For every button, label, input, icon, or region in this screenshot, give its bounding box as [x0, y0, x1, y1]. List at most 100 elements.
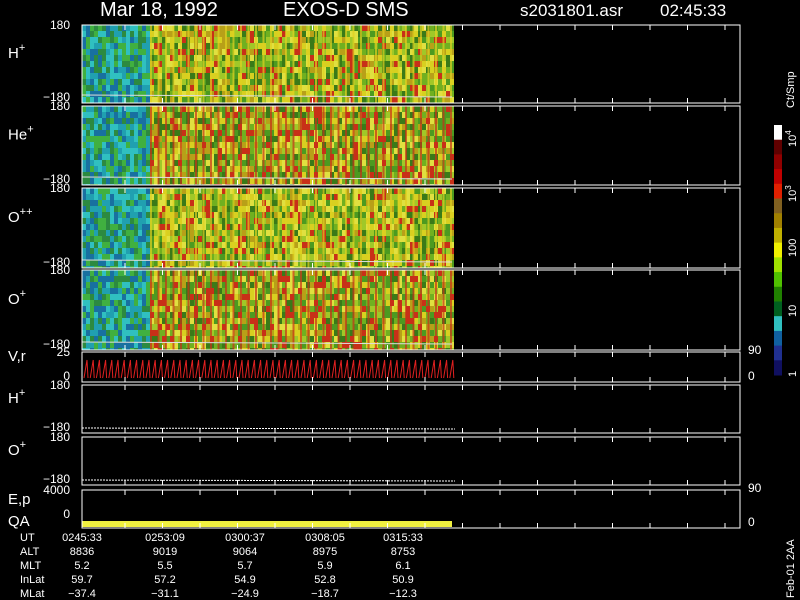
- spectrogram-cell: [258, 118, 262, 124]
- spectrogram-cell: [362, 160, 366, 166]
- spectrogram-cell: [370, 154, 374, 160]
- spectrogram-cell: [346, 97, 350, 103]
- spectrogram-cell: [222, 212, 226, 218]
- spectrogram-cell: [146, 55, 150, 61]
- spectrogram-cell: [338, 61, 342, 67]
- spectrogram-cell: [222, 330, 226, 336]
- spectrogram-cell: [230, 97, 234, 103]
- spectrogram-cell: [250, 276, 254, 282]
- spectrogram-cell: [446, 49, 450, 55]
- spectrogram-cell: [146, 166, 150, 172]
- spectrogram-cell: [402, 248, 406, 254]
- spectrogram-cell: [90, 336, 94, 342]
- spectrogram-cell: [214, 124, 218, 130]
- spectrogram-cell: [82, 254, 86, 260]
- spectrogram-cell: [402, 172, 406, 178]
- spectrogram-cell: [430, 242, 434, 248]
- spectrogram-cell: [86, 166, 90, 172]
- spectrogram-cell: [258, 336, 262, 342]
- spectrogram-cell: [378, 200, 382, 206]
- spectrogram-cell: [206, 172, 210, 178]
- spectrogram-cell: [430, 160, 434, 166]
- spectrogram-cell: [234, 136, 238, 142]
- spectrogram-cell: [106, 248, 110, 254]
- spectrogram-cell: [438, 67, 442, 73]
- spectrogram-cell: [338, 270, 342, 276]
- spectrogram-cell: [82, 218, 86, 224]
- spectrogram-cell: [334, 118, 338, 124]
- spectrogram-cell: [226, 248, 230, 254]
- spectrogram-cell: [354, 218, 358, 224]
- spectrogram-cell: [266, 118, 270, 124]
- spectrogram-cell: [222, 118, 226, 124]
- spectrogram-cell: [218, 242, 222, 248]
- spectrogram-cell: [346, 306, 350, 312]
- spectrogram-cell: [290, 312, 294, 318]
- spectrogram-cell: [362, 194, 366, 200]
- spectrogram-cell: [158, 288, 162, 294]
- spectrogram-cell: [218, 112, 222, 118]
- spectrogram-cell: [302, 25, 306, 31]
- spectrogram-cell: [318, 43, 322, 49]
- spectrogram-stripe: [345, 106, 347, 185]
- spectrogram-cell: [218, 348, 222, 350]
- spectrogram-cell: [266, 288, 270, 294]
- spectrogram-cell: [342, 148, 346, 154]
- spectrogram-cell: [110, 43, 114, 49]
- spectrogram-cell: [266, 37, 270, 43]
- spectrogram-cell: [334, 124, 338, 130]
- spectrogram-cell: [302, 318, 306, 324]
- spectrogram-cell: [214, 266, 218, 268]
- spectrogram-cell: [130, 154, 134, 160]
- spectrogram-cell: [190, 212, 194, 218]
- spectrogram-cell: [354, 206, 358, 212]
- spectrogram-cell: [346, 254, 350, 260]
- spectrogram-cell: [338, 130, 342, 136]
- spectrogram-cell: [190, 236, 194, 242]
- spectrogram-cell: [302, 49, 306, 55]
- spectrogram-cell: [82, 230, 86, 236]
- spectrogram-cell: [154, 294, 158, 300]
- spectrogram-cell: [346, 276, 350, 282]
- spectrogram-cell: [106, 43, 110, 49]
- spectrogram-cell: [386, 194, 390, 200]
- spectrogram-cell: [174, 49, 178, 55]
- spectrogram-cell: [446, 230, 450, 236]
- spectrogram-cell: [182, 106, 186, 112]
- spectrogram-cell: [302, 312, 306, 318]
- spectrogram-cell: [266, 312, 270, 318]
- spectrogram-cell: [146, 178, 150, 184]
- spectrogram-cell: [286, 172, 290, 178]
- spectrogram-cell: [190, 276, 194, 282]
- spectrogram-cell: [302, 348, 306, 350]
- spectrogram-cell: [410, 118, 414, 124]
- spectrogram-cell: [290, 200, 294, 206]
- spectrogram-cell: [350, 236, 354, 242]
- spectrogram-cell: [218, 194, 222, 200]
- spectrogram-cell: [430, 194, 434, 200]
- spectrogram-cell: [290, 254, 294, 260]
- spectrogram-cell: [90, 172, 94, 178]
- spectrogram-cell: [94, 37, 98, 43]
- spectrogram-cell: [342, 324, 346, 330]
- spectrogram-cell: [174, 61, 178, 67]
- spectrogram-cell: [294, 294, 298, 300]
- spectrogram-cell: [266, 242, 270, 248]
- spectrogram-cell: [362, 37, 366, 43]
- spectrogram-cell: [146, 294, 150, 300]
- spectrogram-cell: [362, 79, 366, 85]
- spectrogram-cell: [174, 67, 178, 73]
- spectrogram-cell: [182, 31, 186, 37]
- spectrogram-cell: [286, 342, 290, 348]
- spectrogram-cell: [342, 61, 346, 67]
- spectrogram-cell: [282, 312, 286, 318]
- spectrogram-cell: [214, 212, 218, 218]
- spectrogram-cell: [338, 154, 342, 160]
- spectrogram-cell: [402, 73, 406, 79]
- spectrogram-cell: [198, 224, 202, 230]
- spectrogram-cell: [278, 79, 282, 85]
- spectrogram-cell: [414, 31, 418, 37]
- spectrogram-cell: [82, 124, 86, 130]
- spectrogram-cell: [166, 206, 170, 212]
- spectrogram-cell: [174, 178, 178, 184]
